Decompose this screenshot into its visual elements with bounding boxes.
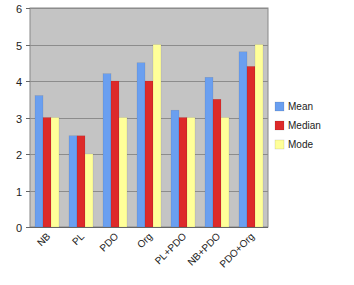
x-tick-label: Org [135,231,155,251]
y-tick-label: 2 [16,149,22,161]
y-tick-label: 0 [16,222,22,234]
bar [205,77,213,227]
x-tick-label: NB [35,230,53,248]
y-tick [26,118,30,119]
bar [187,118,195,228]
x-tick-label: PL [70,230,87,247]
y-tick-label: 4 [16,76,22,88]
legend-swatch [275,121,284,130]
y-tick [26,227,30,228]
bar [179,118,187,228]
legend-swatch [275,140,284,149]
legend-swatch [275,102,284,111]
bar [119,118,127,228]
grid-line [30,227,268,228]
bar [51,118,59,228]
x-tick-label: PDO [97,230,120,253]
bar [255,45,263,228]
y-tick [26,81,30,82]
bar [171,110,179,227]
x-tick-label: PDO+Org [217,231,256,270]
legend-label: Median [288,120,321,131]
bar [69,136,77,227]
bar [77,136,85,227]
bar [213,99,221,227]
y-tick-label: 1 [16,186,22,198]
bar [35,96,43,227]
bar [43,118,51,228]
grid-line [30,45,268,46]
chart-container: 0123456NBPLPDOOrgPL+PDONB+PDOPDO+OrgMean… [0,0,354,285]
bar [103,74,111,227]
x-axis [30,227,268,228]
bar [145,81,153,227]
y-tick [26,45,30,46]
y-tick-label: 3 [16,113,22,125]
y-tick-label: 6 [16,3,22,15]
legend-label: Mean [288,101,313,112]
bar [239,52,247,227]
bar [153,45,161,228]
x-tick-label: PL+PDO [153,230,189,266]
chart-svg: 0123456NBPLPDOOrgPL+PDONB+PDOPDO+OrgMean… [0,0,354,285]
bar [221,118,229,228]
bar [137,63,145,227]
bars [35,45,263,228]
legend-label: Mode [288,139,313,150]
y-tick [26,8,30,9]
plot-area [30,8,268,227]
bar [247,66,255,227]
y-tick-label: 5 [16,40,22,52]
grid-line [30,8,268,9]
bar [85,154,93,227]
y-tick [26,191,30,192]
y-tick [26,154,30,155]
bar [111,81,119,227]
